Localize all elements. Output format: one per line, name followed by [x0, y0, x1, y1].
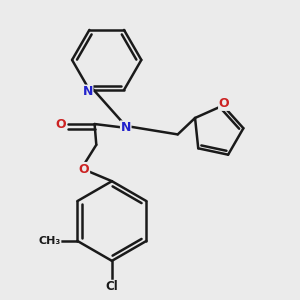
Text: Cl: Cl	[106, 280, 118, 293]
Text: O: O	[55, 118, 66, 130]
Text: O: O	[79, 163, 89, 176]
Text: CH₃: CH₃	[39, 236, 61, 246]
Text: O: O	[219, 97, 229, 110]
Text: N: N	[82, 85, 93, 98]
Text: N: N	[121, 121, 131, 134]
